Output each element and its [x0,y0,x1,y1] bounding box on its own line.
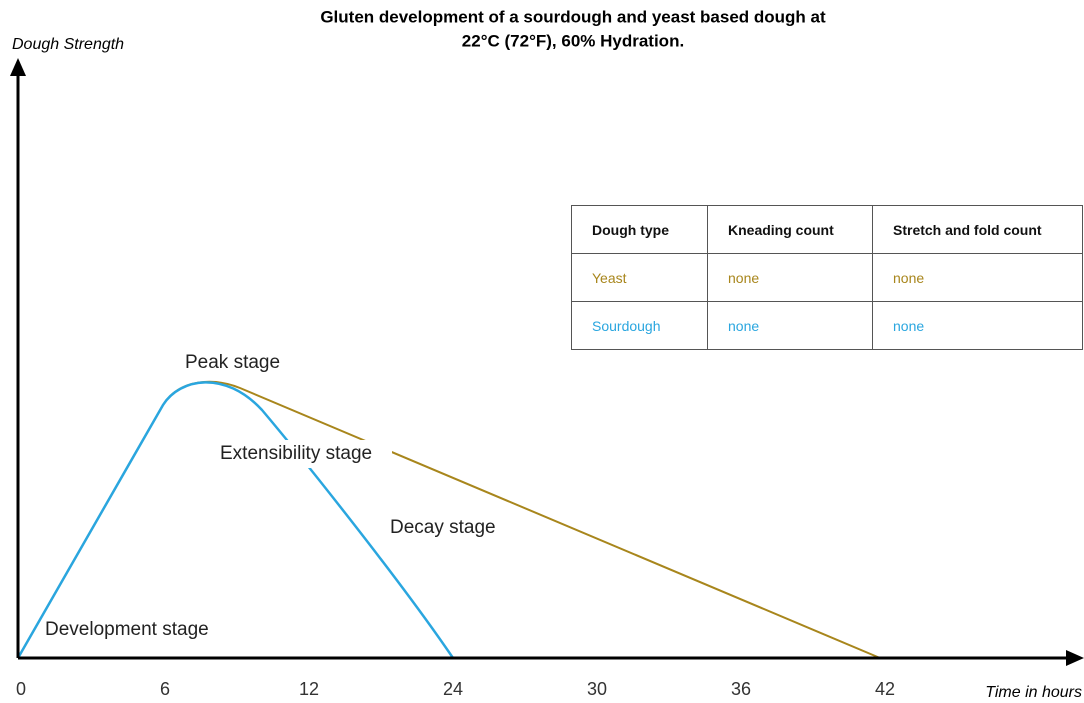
title-line: 22°C (72°F), 60% Hydration. [462,31,684,50]
cell: none [707,253,873,302]
table-row: Yeast none none [571,253,1083,302]
header-cell: Dough type [571,205,708,254]
cell: none [872,253,1083,302]
y-axis-label: Dough Strength [12,36,124,53]
x-tick-label: 30 [587,679,607,699]
label-bg [216,440,392,468]
cell: none [707,301,873,350]
cell: Sourdough [571,301,708,350]
x-tick-label: 36 [731,679,751,699]
cell: Yeast [571,253,708,302]
y-axis-arrow [10,58,26,76]
annotation: Extensibility stage [220,443,372,464]
sourdough-curve [16,381,455,659]
annotation: Peak stage [185,352,280,373]
title-line: Gluten development of a sourdough and ye… [320,7,826,26]
x-tick-label: 0 [16,679,26,699]
annotation: Decay stage [390,517,496,538]
x-tick-label: 12 [299,679,319,699]
x-tick-label: 6 [160,679,170,699]
info-table: Dough type Kneading count Stretch and fo… [571,205,1083,350]
table-row: Sourdough none none [571,301,1083,350]
x-tick-label: 24 [443,679,463,699]
header-cell: Stretch and fold count [872,205,1083,254]
x-ticks: 0 6 12 24 30 36 42 [16,679,895,699]
cell: none [872,301,1083,350]
annotation: Development stage [45,619,209,640]
x-axis-label: Time in hours [985,684,1082,701]
x-axis-arrow [1066,650,1084,666]
x-tick-label: 42 [875,679,895,699]
header-cell: Kneading count [707,205,873,254]
table-header: Dough type Kneading count Stretch and fo… [571,205,1083,254]
